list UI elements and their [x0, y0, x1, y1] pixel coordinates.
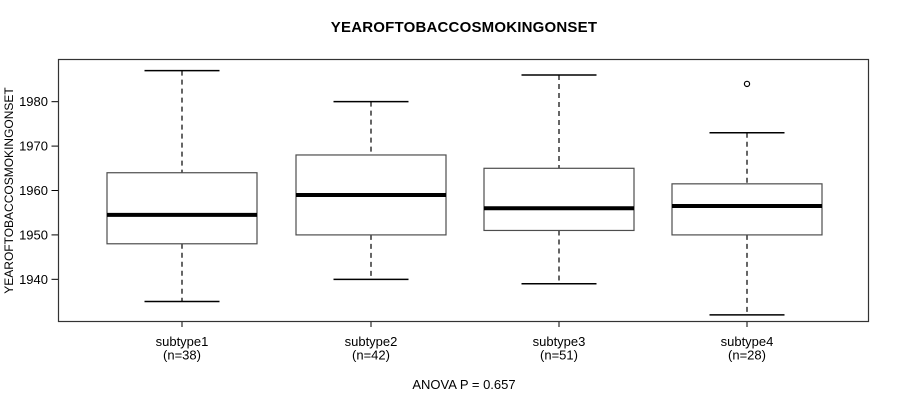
y-tick-label-1950: 1950	[19, 227, 48, 242]
category-label-subtype3: subtype3	[533, 334, 586, 349]
y-tick-label-1940: 1940	[19, 272, 48, 287]
y-axis-tick-labels: 1940 1950 1960 1970 1980	[19, 94, 48, 287]
category-count-subtype4: (n=28)	[728, 348, 766, 363]
plot-frame	[57, 58, 870, 323]
category-count-subtype2: (n=42)	[352, 348, 390, 363]
plot-content: subtype1(n=38) subtype2(n=42) subtype3(n=5…	[51, 58, 870, 363]
y-tick-label-1970: 1970	[19, 139, 48, 154]
y-tick-label-1980: 1980	[19, 94, 48, 109]
iqr-box-subtype4	[671, 183, 823, 236]
category-label-subtype2: subtype2	[345, 334, 398, 349]
iqr-box-subtype1	[106, 172, 258, 245]
category-label-subtype1: subtype1	[156, 334, 209, 349]
y-axis-title: YEAROFTOBACCOSMOKINGONSET	[2, 87, 16, 294]
anova-p-note: ANOVA P = 0.657	[412, 377, 516, 392]
outlier-point	[743, 80, 751, 88]
category-count-subtype3: (n=51)	[540, 348, 578, 363]
y-tick-label-1960: 1960	[19, 183, 48, 198]
chart-title: YEAROFTOBACCOSMOKINGONSET	[330, 19, 598, 36]
iqr-box-subtype3	[483, 167, 635, 232]
category-count-subtype1: (n=38)	[163, 348, 201, 363]
category-label-subtype4: subtype4	[721, 334, 774, 349]
